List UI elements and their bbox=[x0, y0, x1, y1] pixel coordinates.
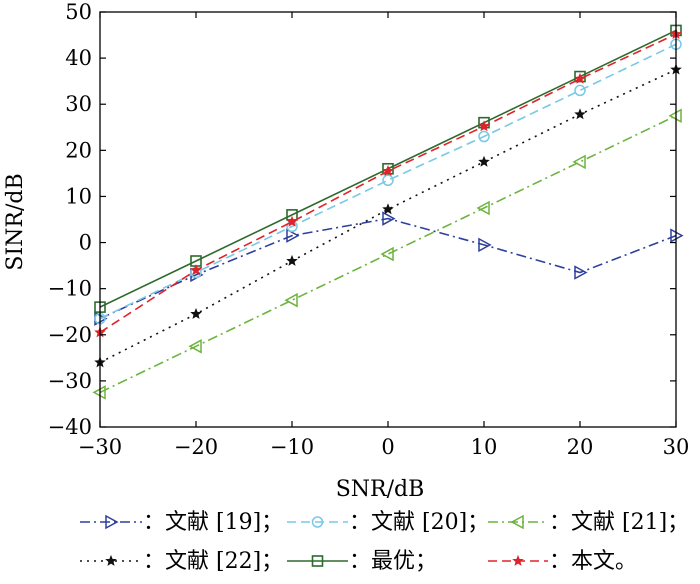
x-tick-label-1: −20 bbox=[174, 435, 218, 459]
x-tick-label-2: −10 bbox=[270, 435, 314, 459]
series-2-point-4 bbox=[476, 200, 490, 216]
legend-item-3: ：文献 [22]； bbox=[80, 549, 283, 574]
y-tick-label-2: −20 bbox=[48, 323, 92, 347]
y-tick-label-4: 0 bbox=[79, 231, 92, 255]
series-2-point-3 bbox=[380, 246, 394, 262]
series-2-point-2 bbox=[284, 292, 298, 308]
series-0-point-3 bbox=[382, 211, 396, 226]
x-tick-label-4: 10 bbox=[471, 435, 498, 459]
series-3-point-3 bbox=[382, 203, 394, 215]
x-tick-label-6: 30 bbox=[663, 435, 690, 459]
legend-item-5: ：本文。 bbox=[488, 549, 637, 574]
series-0-point-4 bbox=[478, 237, 492, 253]
y-tick-label-5: 10 bbox=[65, 184, 92, 208]
legend-label-3: ：文献 [22]； bbox=[143, 549, 283, 574]
y-tick-label-3: −10 bbox=[48, 277, 92, 301]
y-tick-label-7: 30 bbox=[65, 92, 92, 116]
legend-item-1: ：文献 [20]； bbox=[287, 510, 489, 535]
series-3-point-5 bbox=[574, 108, 586, 120]
y-tick-label-1: −30 bbox=[48, 369, 92, 393]
legend-label-4: ：最优； bbox=[349, 549, 437, 574]
series-5-point-2 bbox=[286, 215, 298, 227]
x-tick-label-3: 0 bbox=[381, 435, 394, 459]
series-0-point-5 bbox=[574, 265, 588, 280]
series-0-line bbox=[99, 217, 677, 320]
series-3-point-1 bbox=[190, 307, 202, 319]
legend: ：文献 [19]； ：文献 [20]； ：文献 [21]； ：文献 [22]； ：最优；… bbox=[80, 510, 689, 574]
series-0-point-2 bbox=[286, 228, 300, 243]
legend-marker-3 bbox=[105, 554, 117, 566]
series-3-point-2 bbox=[286, 254, 298, 266]
series-5-point-4 bbox=[478, 120, 490, 132]
legend-item-4: ：最优； bbox=[287, 549, 437, 574]
series-5-point-5 bbox=[574, 72, 586, 84]
x-tick-label-0: −30 bbox=[78, 435, 122, 459]
series-2-point-5 bbox=[572, 154, 586, 170]
series-2-line bbox=[99, 115, 677, 394]
series-1-point-3 bbox=[382, 174, 394, 187]
legend-item-2: ：文献 [21]； bbox=[488, 510, 689, 535]
legend-marker-1 bbox=[311, 516, 324, 528]
series-3-point-4 bbox=[478, 155, 490, 167]
series-5-point-1 bbox=[190, 264, 202, 276]
series-5-point-3 bbox=[382, 165, 394, 177]
series-2-point-1 bbox=[188, 339, 202, 354]
x-axis-label: SNR/dB bbox=[336, 477, 425, 502]
legend-label-2: ：文献 [21]； bbox=[549, 510, 689, 535]
legend-marker-5 bbox=[512, 554, 524, 566]
y-tick-label-8: 40 bbox=[65, 46, 92, 70]
legend-marker-4 bbox=[311, 555, 324, 567]
legend-marker-2 bbox=[510, 514, 524, 530]
y-axis-label: SINR/dB bbox=[3, 173, 28, 270]
y-tick-label-9: 50 bbox=[65, 0, 92, 24]
legend-marker-0 bbox=[105, 514, 119, 530]
legend-item-0: ：文献 [19]； bbox=[80, 510, 283, 535]
series-1-point-5 bbox=[574, 84, 586, 97]
y-tick-label-0: −40 bbox=[48, 415, 92, 439]
x-tick-label-5: 20 bbox=[567, 435, 594, 459]
legend-label-1: ：文献 [20]； bbox=[349, 510, 489, 535]
legend-label-5: ：本文。 bbox=[549, 549, 637, 574]
series-1-point-4 bbox=[478, 130, 490, 143]
legend-label-0: ：文献 [19]； bbox=[143, 510, 283, 535]
y-tick-label-6: 20 bbox=[65, 138, 92, 162]
